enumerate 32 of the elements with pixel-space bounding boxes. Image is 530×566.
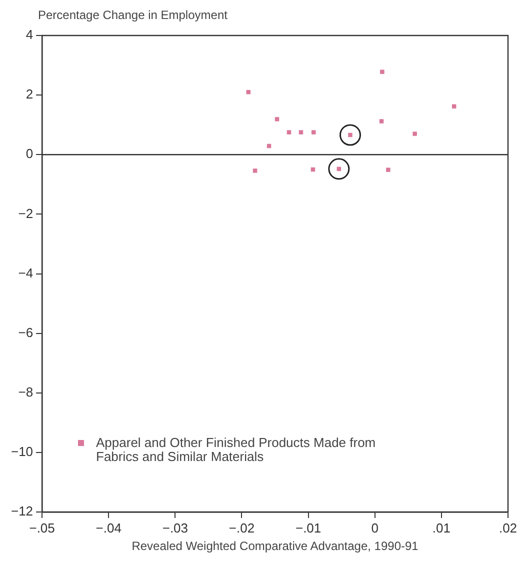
y-tick-label: −6 <box>18 324 34 340</box>
x-tick-label: .02 <box>498 520 518 536</box>
legend-label: Apparel and Other Finished Products Made from Fabrics and Similar Materials <box>96 435 377 464</box>
y-tick-label: −2 <box>18 206 34 221</box>
point <box>379 119 384 124</box>
x-tick-label: −.05 <box>29 520 55 536</box>
x-tick-label: −.03 <box>162 520 188 536</box>
point <box>339 124 361 146</box>
point <box>274 117 280 122</box>
x-tick-label: 0 <box>371 520 378 536</box>
point <box>412 132 417 136</box>
point <box>348 132 352 138</box>
point <box>380 70 384 74</box>
point <box>328 158 350 180</box>
y-tick-label: 2 <box>26 86 34 102</box>
y-tick-label: −8 <box>18 384 34 400</box>
x-tick-label: −.04 <box>96 520 122 536</box>
y-tick-label: −10 <box>10 444 34 460</box>
x-tick-label: .01 <box>432 520 450 536</box>
point <box>386 168 390 172</box>
point <box>312 130 316 134</box>
point <box>252 168 258 173</box>
y-tick-label: −12 <box>10 504 34 519</box>
y-tick-label: 4 <box>26 27 34 42</box>
x-axis-title: Revealed Weighted Comparative Advantage, 1990-91 <box>132 539 419 554</box>
x-tick-label: −.02 <box>228 520 255 536</box>
x-tick-label: −.01 <box>295 520 322 536</box>
y-axis-title: Percentage Change in Employment <box>37 8 228 24</box>
point <box>286 130 292 134</box>
y-tick-label: −4 <box>18 265 34 280</box>
y-tick-label: 0 <box>26 146 34 162</box>
point <box>298 130 304 134</box>
